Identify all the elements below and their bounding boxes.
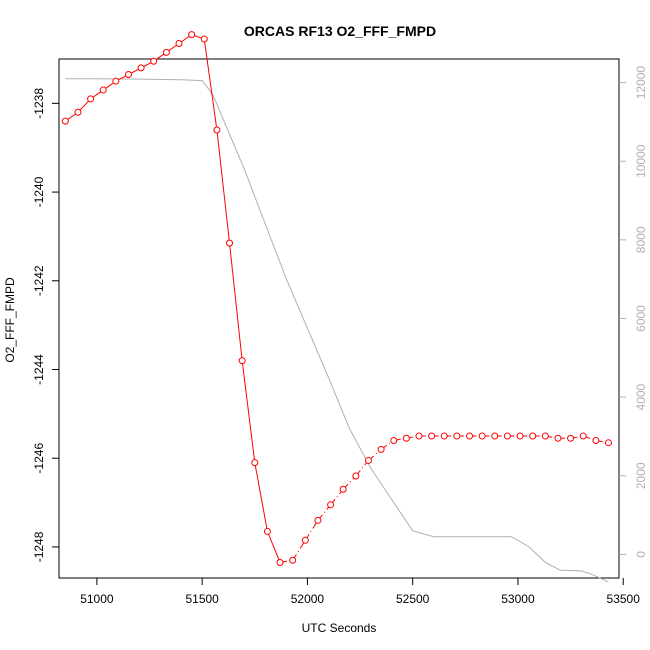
right-tick-label: 2000: [634, 462, 648, 489]
y-axis-label: O2_FFF_FMPD: [3, 277, 17, 363]
right-tick-label: 6000: [634, 305, 648, 332]
data-point: [175, 39, 183, 47]
data-point: [263, 527, 271, 535]
series-segment: [304, 520, 319, 541]
data-point: [314, 516, 322, 524]
x-tick-label: 52500: [396, 592, 430, 606]
data-point: [440, 432, 448, 440]
data-point: [74, 108, 82, 116]
x-axis-label: UTC Seconds: [302, 621, 377, 635]
x-tick-label: 51000: [80, 592, 114, 606]
y-tick-label: -1246: [32, 443, 46, 474]
data-point: [301, 536, 309, 544]
y-tick-label: -1238: [32, 88, 46, 119]
data-point: [604, 439, 612, 447]
right-tick-label: 8000: [634, 226, 648, 253]
y-tick-label: -1242: [32, 265, 46, 296]
right-axis: 0 2000 4000 6000 8000 10000 12000: [619, 66, 648, 558]
data-point: [150, 57, 158, 65]
data-point: [200, 35, 208, 43]
x-tick-label: 53500: [607, 592, 641, 606]
data-point: [276, 558, 284, 566]
data-point: [554, 434, 562, 442]
data-point: [491, 432, 499, 440]
data-point: [188, 31, 196, 39]
data-point: [390, 436, 398, 444]
y-tick-label: -1244: [32, 354, 46, 385]
y-tick-label: -1240: [32, 176, 46, 207]
data-point: [137, 64, 145, 72]
series-segment: [266, 531, 281, 563]
data-point: [289, 556, 297, 564]
series-segment: [229, 243, 243, 361]
series-segment: [292, 540, 306, 561]
series-segment: [254, 462, 268, 532]
data-point: [478, 432, 486, 440]
data-point: [251, 459, 259, 467]
chart-title: ORCAS RF13 O2_FFF_FMPD: [244, 23, 436, 39]
data-point: [213, 126, 221, 134]
data-point: [428, 432, 436, 440]
x-tick-label: 51500: [185, 592, 219, 606]
data-point: [402, 434, 410, 442]
data-point: [364, 456, 372, 464]
data-point: [112, 77, 120, 85]
data-point: [377, 445, 385, 453]
data-point: [87, 95, 95, 103]
data-point: [339, 485, 347, 493]
data-point: [541, 432, 549, 440]
data-point: [61, 117, 69, 125]
data-point: [415, 432, 423, 440]
right-tick-label: 0: [634, 551, 648, 558]
data-point: [238, 357, 246, 365]
data-point: [529, 432, 537, 440]
x-tick-label: 52000: [291, 592, 325, 606]
series-layer: [61, 31, 612, 583]
right-tick-label: 4000: [634, 383, 648, 410]
data-point: [99, 86, 107, 94]
data-point: [453, 432, 461, 440]
data-point: [466, 432, 474, 440]
y-axis: -1238 -1240 -1242 -1244 -1246 -1248: [32, 88, 59, 562]
data-point: [516, 432, 524, 440]
series-segment: [203, 38, 218, 131]
series-segment: [216, 129, 231, 244]
data-point: [592, 436, 600, 444]
altitude-line: [65, 78, 609, 583]
data-point: [503, 432, 511, 440]
plot-frame: [58, 58, 620, 579]
data-point: [567, 434, 575, 442]
right-tick-label: 10000: [634, 144, 648, 178]
data-point: [327, 501, 335, 509]
data-point: [579, 432, 587, 440]
data-point: [352, 472, 360, 480]
right-tick-label: 12000: [634, 66, 648, 100]
data-point: [226, 239, 234, 247]
data-point: [124, 71, 132, 79]
x-axis: 51000 51500 52000 52500 53000 53500: [80, 578, 640, 606]
y-tick-label: -1248: [32, 531, 46, 562]
data-point: [162, 48, 170, 56]
x-tick-label: 53000: [501, 592, 535, 606]
series-segment: [241, 360, 256, 463]
